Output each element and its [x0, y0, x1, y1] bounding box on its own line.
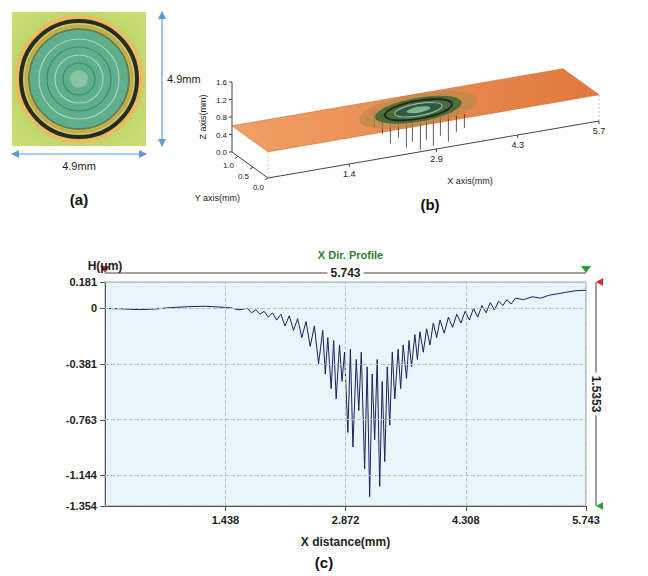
svg-text:0.5: 0.5	[238, 172, 250, 181]
svg-text:5.743: 5.743	[330, 266, 360, 280]
svg-text:2.872: 2.872	[332, 514, 360, 526]
svg-text:1.5353: 1.5353	[589, 376, 603, 413]
svg-text:X axis(mm): X axis(mm)	[447, 176, 493, 186]
svg-text:0.0: 0.0	[216, 148, 228, 157]
svg-text:(c): (c)	[315, 554, 333, 571]
svg-text:4.9mm: 4.9mm	[167, 73, 201, 85]
svg-text:Y axis(mm): Y axis(mm)	[195, 193, 240, 203]
svg-text:1.4: 1.4	[343, 169, 356, 179]
svg-text:0.181: 0.181	[69, 276, 97, 288]
svg-text:(b): (b)	[420, 196, 439, 213]
svg-text:1.2: 1.2	[216, 96, 228, 105]
svg-text:1.6: 1.6	[216, 78, 228, 87]
svg-text:5.743: 5.743	[572, 514, 600, 526]
svg-text:-0.763: -0.763	[66, 414, 97, 426]
svg-text:0.0: 0.0	[253, 183, 265, 192]
svg-text:Z axis(mm): Z axis(mm)	[198, 95, 208, 140]
svg-text:4.308: 4.308	[452, 514, 480, 526]
svg-text:X Dir. Profile: X Dir. Profile	[318, 249, 383, 261]
svg-text:0.8: 0.8	[216, 113, 228, 122]
svg-text:X distance(mm): X distance(mm)	[301, 535, 390, 549]
svg-text:(a): (a)	[70, 191, 88, 208]
svg-text:-1.144: -1.144	[66, 469, 98, 481]
svg-text:1.438: 1.438	[212, 514, 240, 526]
svg-text:-0.381: -0.381	[66, 358, 97, 370]
svg-text:2.9: 2.9	[430, 154, 443, 164]
svg-text:-1.354: -1.354	[66, 500, 98, 512]
svg-text:H(μm): H(μm)	[88, 259, 123, 273]
svg-text:1.0: 1.0	[223, 161, 235, 170]
svg-text:4.9mm: 4.9mm	[62, 160, 96, 172]
svg-text:4.3: 4.3	[511, 140, 524, 150]
svg-text:0: 0	[91, 302, 97, 314]
svg-text:5.7: 5.7	[593, 126, 606, 136]
svg-text:0.4: 0.4	[216, 131, 228, 140]
